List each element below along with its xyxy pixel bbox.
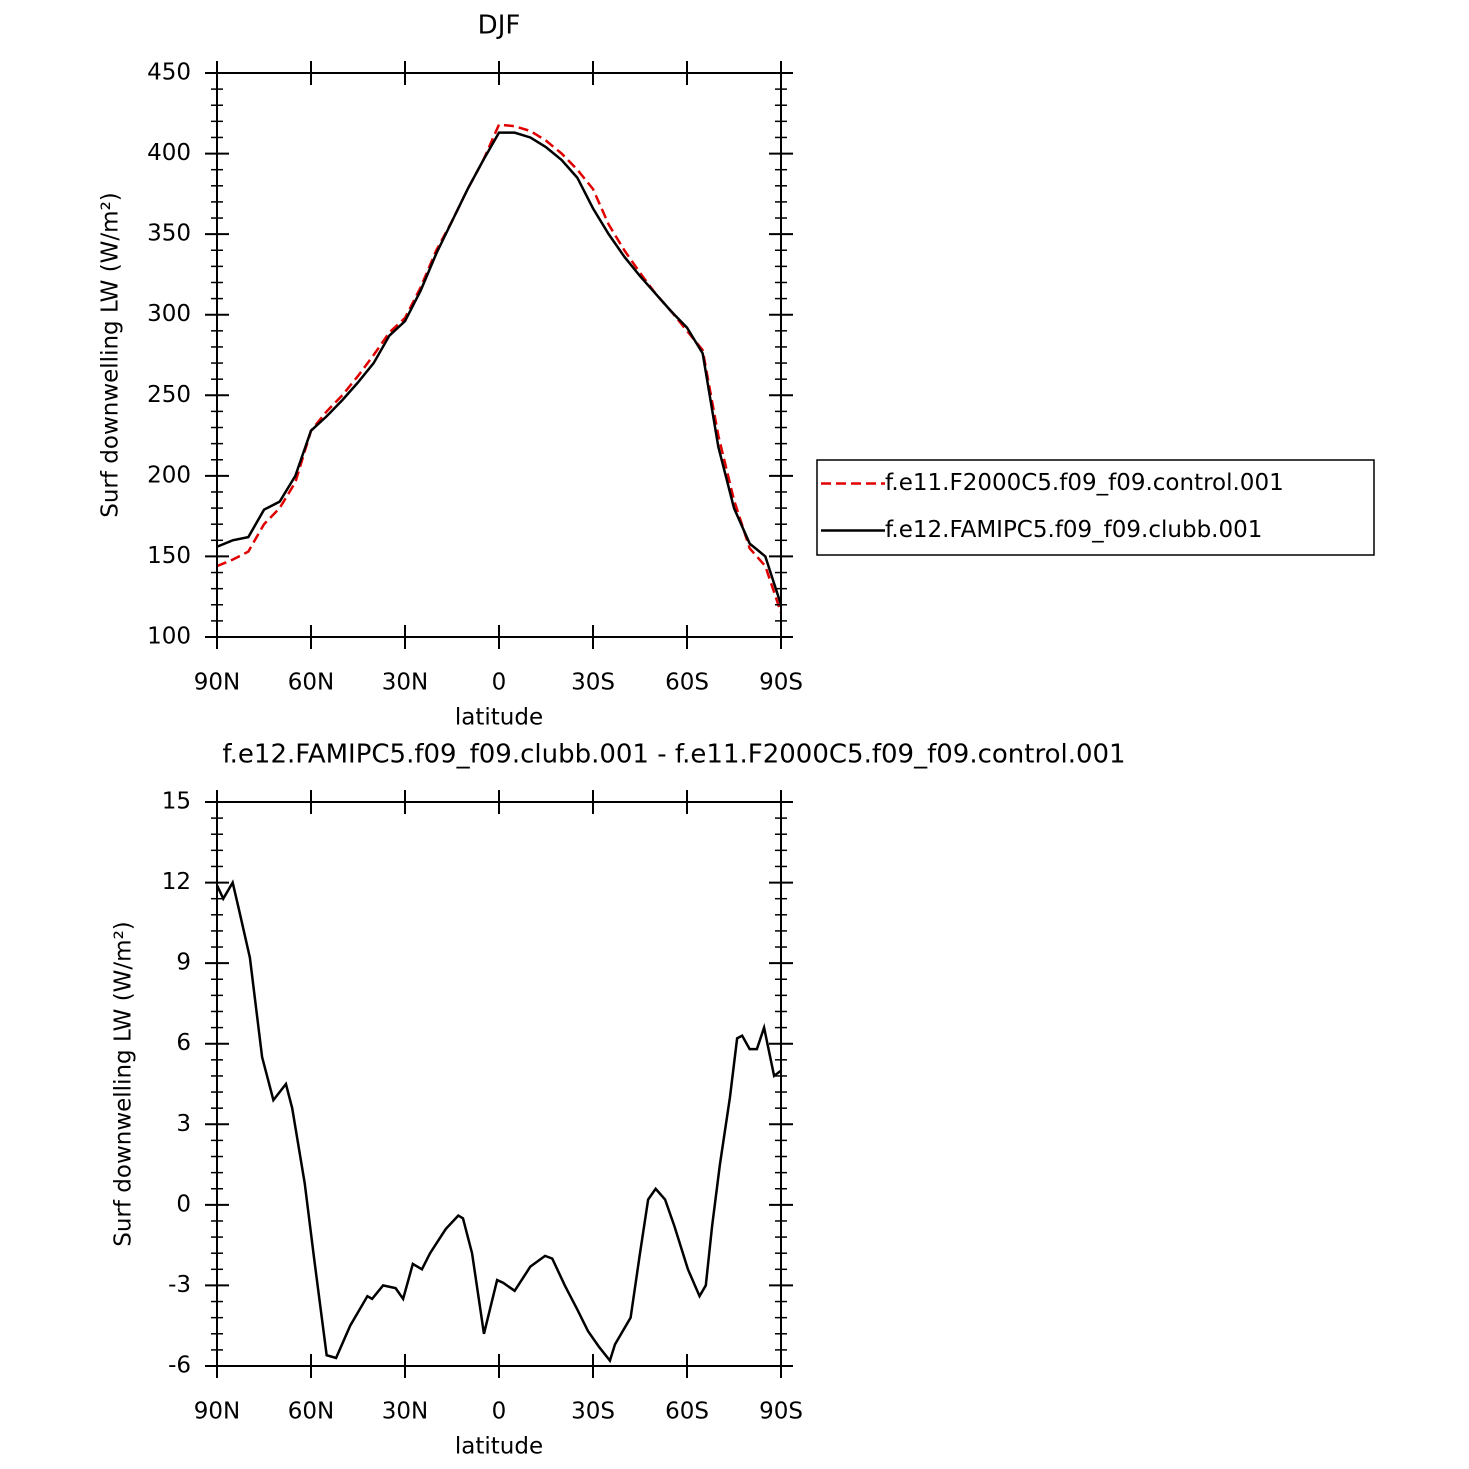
y-tick-label: 9 bbox=[176, 950, 191, 976]
y-tick-label: 3 bbox=[176, 1111, 191, 1137]
x-tick-label: 90N bbox=[194, 1399, 240, 1425]
legend: f.e11.F2000C5.f09_f09.control.001 f.e12.F… bbox=[816, 459, 1375, 556]
y-tick-label: 15 bbox=[162, 789, 191, 815]
chart-title: DJF bbox=[478, 11, 521, 41]
y-tick-label: 350 bbox=[147, 221, 191, 247]
y-axis-label: Surf downwelling LW (W/m²) bbox=[98, 192, 124, 518]
y-tick-label: 0 bbox=[176, 1191, 191, 1217]
x-tick-label: 0 bbox=[492, 670, 507, 696]
y-tick-label: 450 bbox=[147, 60, 191, 86]
data-line bbox=[216, 131, 783, 606]
legend-label: f.e12.FAMIPC5.f09_f09.clubb.001 bbox=[885, 517, 1262, 543]
legend-label: f.e11.F2000C5.f09_f09.control.001 bbox=[885, 470, 1284, 496]
y-tick-label: 12 bbox=[162, 869, 191, 895]
y-tick-label: 6 bbox=[176, 1030, 191, 1056]
x-tick-label: 60S bbox=[665, 670, 709, 696]
x-axis-label: latitude bbox=[455, 1434, 543, 1460]
x-tick-label: 60N bbox=[288, 1399, 334, 1425]
data-line bbox=[216, 123, 783, 614]
y-tick-label: 200 bbox=[147, 462, 191, 488]
x-axis-label: latitude bbox=[455, 705, 543, 731]
y-tick-label: -3 bbox=[168, 1272, 191, 1298]
y-tick-label: 100 bbox=[147, 624, 191, 650]
y-tick-label: -6 bbox=[168, 1353, 191, 1379]
x-tick-label: 90N bbox=[194, 670, 240, 696]
y-tick-label: 400 bbox=[147, 140, 191, 166]
x-tick-label: 90S bbox=[759, 670, 803, 696]
x-tick-label: 30S bbox=[571, 1399, 615, 1425]
x-tick-label: 60S bbox=[665, 1399, 709, 1425]
y-tick-label: 150 bbox=[147, 543, 191, 569]
x-tick-label: 30N bbox=[382, 1399, 428, 1425]
plot-frame bbox=[216, 72, 782, 638]
y-tick-label: 250 bbox=[147, 382, 191, 408]
y-axis-label: Surf downwelling LW (W/m²) bbox=[111, 921, 137, 1247]
x-tick-label: 30N bbox=[382, 670, 428, 696]
x-tick-label: 0 bbox=[492, 1399, 507, 1425]
chart-title: f.e12.FAMIPC5.f09_f09.clubb.001 - f.e11.… bbox=[222, 740, 1125, 770]
y-tick-label: 300 bbox=[147, 301, 191, 327]
x-tick-label: 60N bbox=[288, 670, 334, 696]
data-line bbox=[215, 879, 782, 1364]
legend-box bbox=[816, 459, 1375, 556]
x-tick-label: 90S bbox=[759, 1399, 803, 1425]
x-tick-label: 30S bbox=[571, 670, 615, 696]
